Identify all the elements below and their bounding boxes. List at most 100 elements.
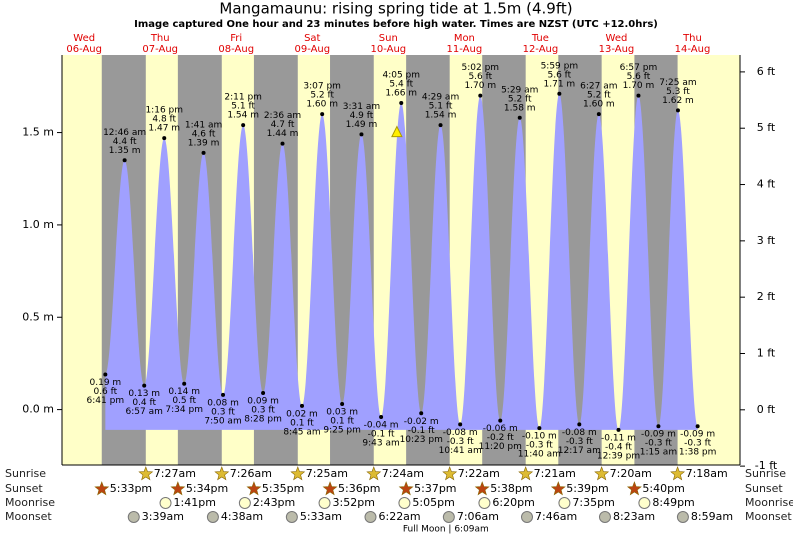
tide-point: [517, 115, 522, 120]
tide-point: [261, 390, 266, 395]
sunset-icon: [474, 481, 490, 496]
tide-point: [438, 123, 443, 128]
tide-point: [359, 132, 364, 137]
tide-point: [675, 108, 680, 113]
sunset-time: 5:40pm: [642, 482, 684, 495]
tide-point: [596, 112, 601, 117]
tide-label: 5:59 pm: [541, 61, 579, 71]
tide-label: 10:41 am: [439, 446, 482, 456]
moonset-time: 8:59am: [691, 510, 733, 523]
tide-label: 5.6 ft: [468, 72, 492, 82]
tide-point: [577, 422, 582, 427]
moonset-time: 5:33am: [300, 510, 342, 523]
chart-title: Mangamaunu: rising spring tide at 1.5m (…: [219, 0, 572, 18]
sunset-time: 5:35pm: [262, 482, 304, 495]
sunset-time: 5:34pm: [186, 482, 228, 495]
tide-point: [557, 91, 562, 96]
tide-label: 1.70 m: [623, 81, 655, 91]
tide-label: 0.08 m: [207, 398, 239, 408]
tide-label: 0.19 m: [90, 378, 122, 388]
day-date: 12-Aug: [523, 44, 559, 55]
moonset-icon: [364, 511, 377, 523]
tide-label: -0.3 ft: [566, 437, 593, 447]
tide-point: [636, 93, 641, 98]
tide-label: -0.3 ft: [447, 437, 474, 447]
tide-label: 11:20 pm: [479, 442, 522, 452]
moonrise-icon: [318, 497, 331, 509]
row-label-right: Moonrise: [745, 496, 793, 509]
day-date: 08-Aug: [218, 44, 254, 55]
tide-label: 1.39 m: [188, 138, 220, 148]
sunrise-icon: [670, 466, 686, 481]
tide-label: 5.6 ft: [627, 72, 651, 82]
row-label-right: Moonset: [745, 510, 792, 523]
tide-point: [537, 426, 542, 431]
moonrise-icon: [638, 497, 651, 509]
row-label: Moonset: [5, 510, 52, 523]
day-name: Sat: [304, 33, 320, 44]
y2-tick-label: 4 ft: [757, 178, 776, 191]
moonrise-icon: [238, 497, 251, 509]
tide-point: [280, 141, 285, 146]
tide-point: [241, 123, 246, 128]
tide-area: [105, 93, 698, 430]
day-name: Fri: [230, 33, 242, 44]
tide-point: [103, 372, 108, 377]
tide-label: 0.14 m: [168, 387, 200, 397]
tide-point: [201, 150, 206, 155]
tide-label: -0.3 ft: [526, 441, 553, 451]
tide-label: -0.11 m: [601, 433, 636, 443]
day-name: Wed: [73, 33, 95, 44]
tide-label: 0.1 ft: [330, 417, 354, 427]
full-moon-label: Full Moon | 6:09am: [403, 525, 489, 535]
sunrise-icon: [518, 466, 534, 481]
tide-label: 5.1 ft: [429, 102, 453, 112]
tide-point: [498, 418, 503, 423]
tide-label: 0.3 ft: [211, 407, 235, 417]
row-label-right: Sunrise: [745, 467, 786, 480]
tide-point: [656, 424, 661, 429]
tide-label: -0.06 m: [483, 424, 518, 434]
tide-label: 0.3 ft: [251, 405, 275, 415]
tide-label: 6:57 pm: [620, 63, 658, 73]
y-tick-label: 0.5 m: [22, 310, 54, 323]
row-label: Sunset: [5, 482, 43, 495]
tide-label: -0.09 m: [641, 430, 676, 440]
sunrise-icon: [366, 466, 382, 481]
moonset-time: 8:23am: [613, 510, 655, 523]
sunrise-icon: [138, 466, 154, 481]
tide-label: 2:36 am: [264, 111, 301, 121]
tide-point: [122, 158, 127, 163]
tide-label: 1:15 am: [640, 448, 677, 458]
tide-label: 1:38 pm: [679, 448, 717, 458]
day-name: Thu: [682, 33, 702, 44]
moonset-icon: [285, 511, 298, 523]
day-name: Thu: [150, 33, 170, 44]
moonset-icon: [442, 511, 455, 523]
sunrise-time: 7:24am: [382, 467, 424, 480]
day-name: Sun: [379, 33, 398, 44]
tide-label: 5.6 ft: [547, 70, 571, 80]
tide-label: 6:57 am: [126, 407, 163, 417]
tide-label: -0.09 m: [680, 430, 715, 440]
y2-tick-label: 3 ft: [757, 234, 776, 247]
day-name: Mon: [454, 33, 475, 44]
tide-label: 5.1 ft: [231, 102, 255, 112]
tide-label: 9:43 am: [362, 438, 399, 448]
y2-tick-label: -1 ft: [755, 459, 778, 472]
moonset-time: 6:22am: [378, 510, 420, 523]
sunrise-time: 7:27am: [154, 467, 196, 480]
tide-label: 1:41 am: [185, 120, 222, 130]
sunset-icon: [398, 481, 414, 496]
tide-point: [340, 402, 345, 407]
sunrise-time: 7:26am: [230, 467, 272, 480]
sunset-time: 5:37pm: [414, 482, 456, 495]
y-tick-label: 1.0 m: [22, 218, 54, 231]
sunset-time: 5:39pm: [566, 482, 608, 495]
tide-label: 1.71 m: [544, 79, 576, 89]
tide-label: 6:27 am: [580, 82, 617, 92]
tide-point: [419, 411, 424, 416]
moonrise-time: 2:43pm: [253, 496, 295, 509]
y2-tick-label: 2 ft: [757, 290, 776, 303]
tide-point: [162, 136, 167, 141]
